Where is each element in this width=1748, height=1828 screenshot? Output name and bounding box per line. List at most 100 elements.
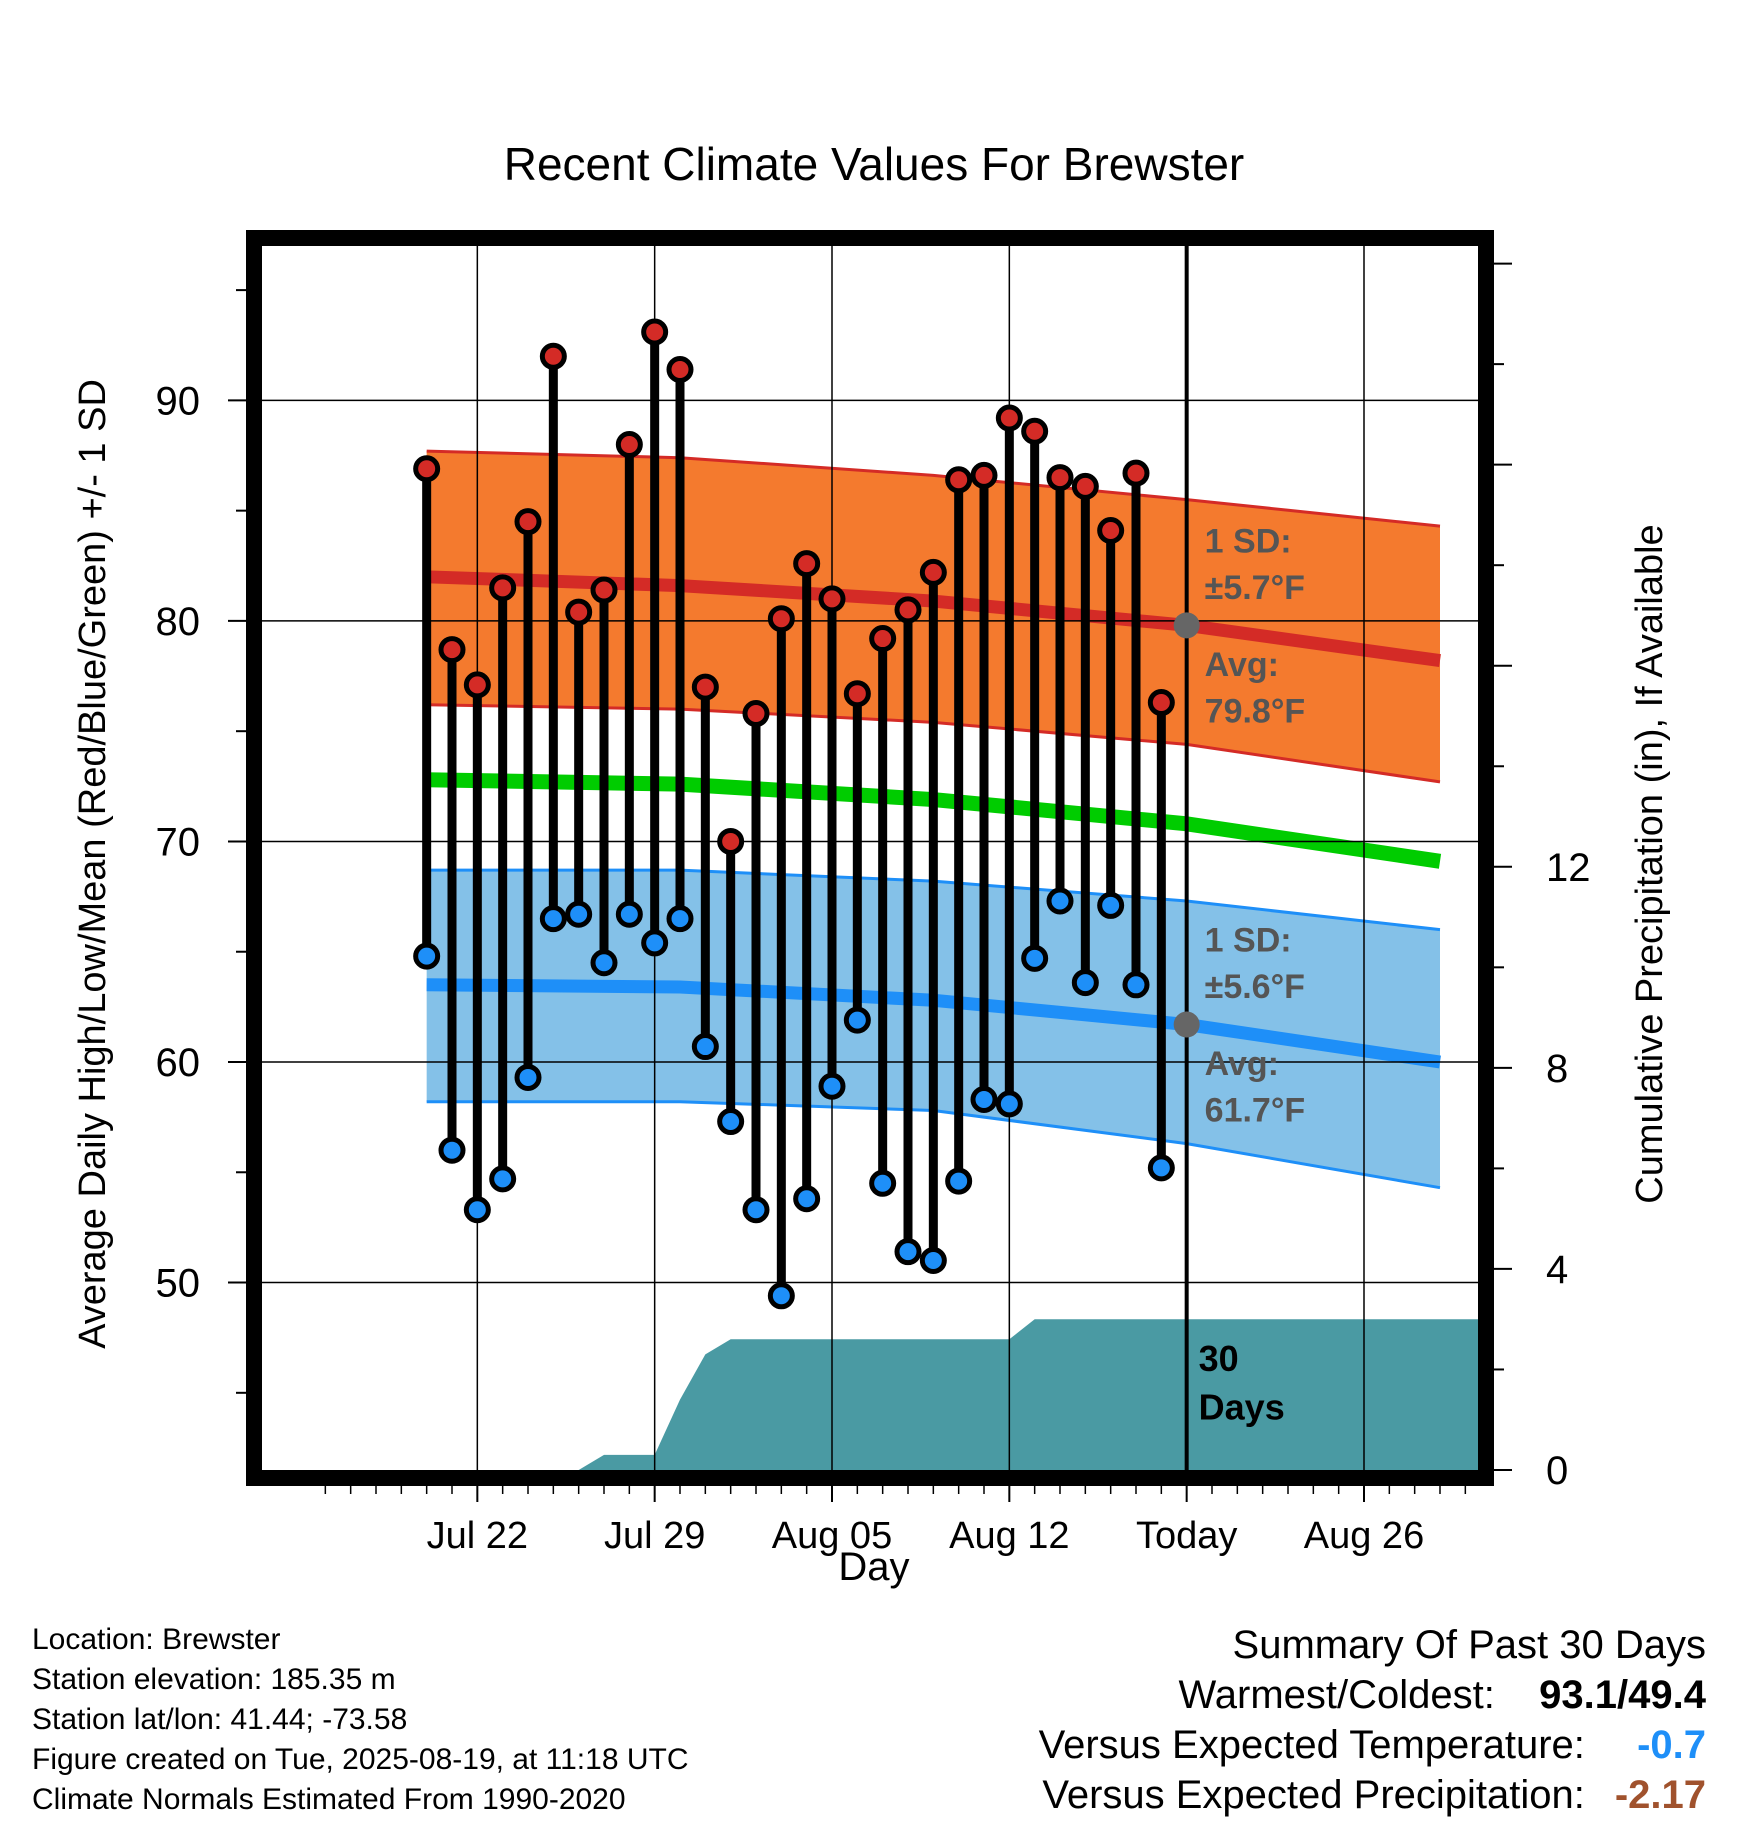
low-point xyxy=(565,900,593,928)
high-point xyxy=(1147,689,1175,717)
x-tick-label: Aug 26 xyxy=(1304,1515,1424,1557)
low-avg-label: Avg: xyxy=(1205,1045,1279,1083)
low-point xyxy=(590,949,618,977)
y-axis-label: Average Daily High/Low/Mean (Red/Blue/Gr… xyxy=(72,379,114,1349)
low-point xyxy=(1021,944,1049,972)
temp-label: Versus Expected Temperature: xyxy=(1038,1723,1585,1767)
low-point xyxy=(615,900,643,928)
low-point xyxy=(894,1238,922,1266)
x-tick-label: Jul 22 xyxy=(427,1515,528,1557)
high-sd-label: 1 SD: xyxy=(1205,523,1292,561)
low-point xyxy=(514,1063,542,1091)
created-text: Figure created on Tue, 2025-08-19, at 11… xyxy=(32,1743,689,1776)
precip-value: -2.17 xyxy=(1614,1773,1706,1817)
low-point xyxy=(1097,891,1125,919)
precip-row: Versus Expected Precipitation: -2.17 xyxy=(1039,1770,1706,1820)
low-point xyxy=(995,1090,1023,1118)
low-point xyxy=(793,1185,821,1213)
high-point xyxy=(565,598,593,626)
high-sd-value: ±5.7°F xyxy=(1205,569,1305,607)
summary-panel: Summary Of Past 30 Days Warmest/Coldest:… xyxy=(1039,1620,1706,1820)
low-point xyxy=(489,1165,517,1193)
y-tick-label: 70 xyxy=(156,820,201,864)
low-point xyxy=(1147,1154,1175,1182)
low-point xyxy=(463,1196,491,1224)
high-point xyxy=(1021,417,1049,445)
warm-cold-label: Warmest/Coldest: xyxy=(1178,1673,1495,1717)
low-point xyxy=(767,1282,795,1310)
low-point xyxy=(413,942,441,970)
high-point xyxy=(413,455,441,483)
today-high-avg-marker xyxy=(1173,612,1200,639)
high-point xyxy=(1046,464,1074,492)
high-point xyxy=(945,466,973,494)
high-point xyxy=(818,585,846,613)
low-point xyxy=(717,1108,745,1136)
high-point xyxy=(767,605,795,633)
low-sd-label: 1 SD: xyxy=(1205,922,1292,960)
high-point xyxy=(691,673,719,701)
high-point xyxy=(463,671,491,699)
high-point xyxy=(919,558,947,586)
warm-cold-row: Warmest/Coldest: 93.1/49.4 xyxy=(1039,1670,1707,1720)
period-label-days: Days xyxy=(1199,1386,1285,1427)
high-point xyxy=(843,680,871,708)
high-avg-value: 79.8°F xyxy=(1205,692,1306,730)
y2-tick-label: 4 xyxy=(1546,1248,1568,1292)
warm-cold-value: 93.1/49.4 xyxy=(1539,1673,1706,1717)
x-tick-label: Aug 12 xyxy=(949,1515,1069,1557)
high-point xyxy=(742,700,770,728)
low-point xyxy=(691,1033,719,1061)
high-avg-label: Avg: xyxy=(1205,646,1279,684)
high-point xyxy=(539,342,567,370)
coldest-value: 49.4 xyxy=(1628,1673,1706,1717)
low-point xyxy=(945,1167,973,1195)
y-tick-label: 90 xyxy=(156,379,201,423)
high-point xyxy=(489,574,517,602)
low-point xyxy=(438,1136,466,1164)
low-point xyxy=(843,1006,871,1034)
precipitation-area xyxy=(262,1319,1478,1470)
y2-tick-label: 8 xyxy=(1546,1047,1568,1091)
chart-title: Recent Climate Values For Brewster xyxy=(504,138,1245,190)
low-point xyxy=(539,905,567,933)
plot-area: 1 SD: ±5.7°F Avg: 79.8°F 1 SD: ±5.6°F Avg: 61.7… xyxy=(156,230,1591,1557)
high-point xyxy=(793,550,821,578)
temp-value: -0.7 xyxy=(1637,1723,1706,1767)
x-tick-label: Aug 05 xyxy=(772,1515,892,1557)
high-point xyxy=(894,596,922,624)
high-point xyxy=(1122,459,1150,487)
high-point xyxy=(995,404,1023,432)
elevation-text: Station elevation: 185.35 m xyxy=(32,1663,396,1696)
low-sd-value: ±5.6°F xyxy=(1205,968,1305,1006)
high-sd-band-upper-edge xyxy=(426,449,1441,528)
y2-tick-label: 0 xyxy=(1546,1449,1568,1493)
x-tick-label: Today xyxy=(1136,1515,1237,1557)
low-point xyxy=(641,929,669,957)
high-point xyxy=(641,318,669,346)
plot-clipped-group: 1 SD: ±5.7°F Avg: 79.8°F 1 SD: ±5.6°F Avg: 61.7… xyxy=(262,246,1478,1470)
period-label-number: 30 xyxy=(1199,1338,1239,1379)
y-tick-label: 80 xyxy=(156,600,201,644)
y-tick-label: 60 xyxy=(156,1041,201,1085)
plot-frame xyxy=(246,230,1494,1486)
low-point xyxy=(869,1169,897,1197)
low-avg-value: 61.7°F xyxy=(1205,1092,1306,1130)
station-info: Location: Brewster Station elevation: 18… xyxy=(32,1620,689,1820)
low-point xyxy=(1046,887,1074,915)
high-point xyxy=(970,461,998,489)
x-tick-label: Jul 29 xyxy=(604,1515,705,1557)
warmest-value: 93.1 xyxy=(1539,1673,1618,1717)
low-point xyxy=(919,1246,947,1274)
today-low-avg-marker xyxy=(1173,1011,1200,1038)
temp-row: Versus Expected Temperature: -0.7 xyxy=(1039,1720,1706,1770)
low-point xyxy=(666,905,694,933)
precip-label: Versus Expected Precipitation: xyxy=(1042,1773,1585,1817)
x-axis-label: Day xyxy=(838,1545,909,1589)
climate-chart: Recent Climate Values For Brewster 1 SD:… xyxy=(72,138,1671,1589)
high-point xyxy=(666,356,694,384)
y2-tick-label: 12 xyxy=(1546,846,1591,890)
latlon-text: Station lat/lon: 41.44; -73.58 xyxy=(32,1703,408,1736)
low-point xyxy=(1071,969,1099,997)
high-point xyxy=(869,625,897,653)
